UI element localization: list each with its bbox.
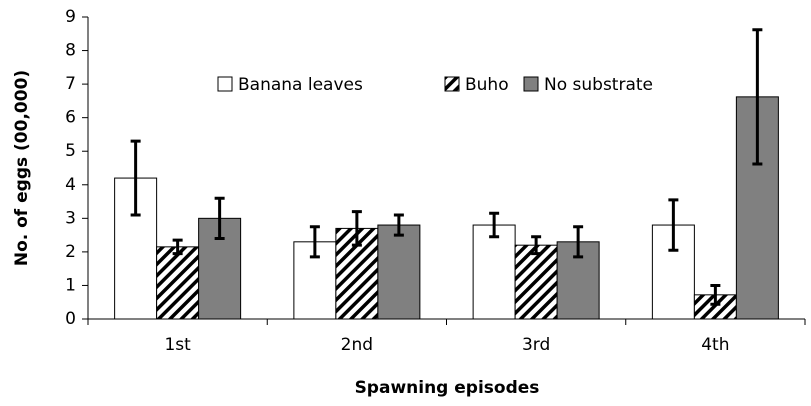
legend-swatch [444,76,460,92]
error-bar [573,225,584,259]
y-tick-label: 0 [65,309,76,329]
y-tick-label: 1 [65,275,76,295]
y-tick-label: 6 [65,108,76,128]
error-bar [710,283,721,306]
x-tick-label: 3rd [522,335,550,355]
bar [377,224,421,320]
error-bar [214,196,225,240]
x-tick-label: 4th [701,335,729,355]
bar [472,224,516,320]
y-tick-label: 3 [65,208,76,228]
error-bar [668,198,679,252]
legend-swatch [523,76,539,92]
y-tick-label: 4 [65,175,76,195]
y-axis-title: No. of eggs (00,000) [12,70,32,266]
bar [514,244,558,320]
x-axis-title: Spawning episodes [355,378,540,398]
error-bar [752,28,763,166]
legend-label: Banana leaves [238,75,363,95]
x-tick-label: 1st [164,335,191,355]
legend-label: Buho [465,75,509,95]
y-tick-label: 7 [65,74,76,94]
x-tick-label: 2nd [341,335,373,355]
bar [156,246,200,320]
y-tick-label: 2 [65,242,76,262]
error-bar [172,238,183,256]
error-bar [393,213,404,237]
error-bar [309,225,320,259]
error-bar [489,211,500,239]
y-tick-label: 9 [65,7,76,27]
legend-label: No substrate [544,75,653,95]
y-tick-label: 5 [65,141,76,161]
error-bar [130,139,141,217]
error-bar [351,210,362,247]
legend-swatch [217,76,233,92]
error-bar [531,235,542,256]
y-tick-label: 8 [65,41,76,61]
